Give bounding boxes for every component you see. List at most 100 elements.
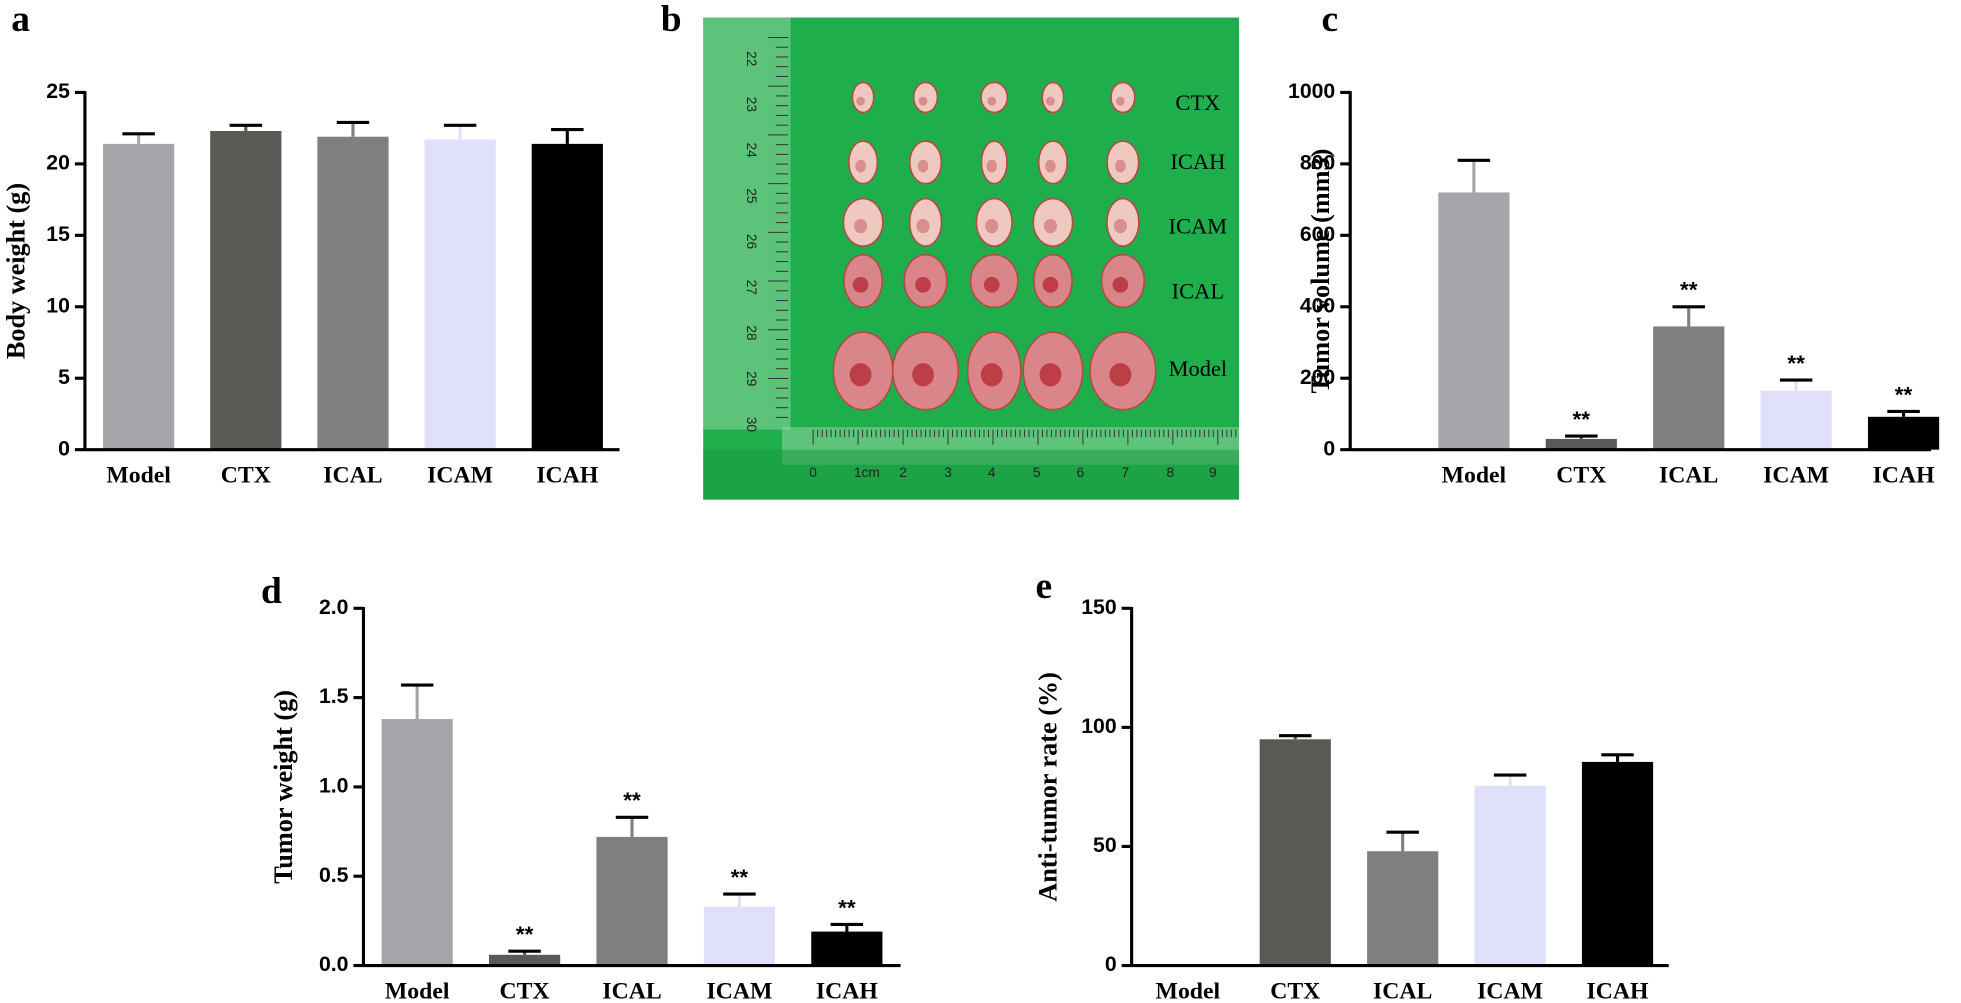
y-tick-label: 0.0: [319, 953, 349, 976]
ruler-label: 3: [944, 465, 952, 480]
tumor-spot: [856, 96, 865, 106]
tumor: [1032, 197, 1074, 247]
bar: [596, 836, 668, 966]
x-tick-label: CTX: [221, 463, 271, 489]
tumor-spot: [916, 218, 930, 234]
ruler-label: 26: [744, 234, 759, 250]
y-tick-label: 600: [1300, 223, 1335, 246]
x-tick-label: ICAM: [427, 463, 493, 489]
y-tick-label: 1.0: [319, 775, 349, 798]
y-tick-label: 25: [46, 80, 70, 103]
bar: [1581, 761, 1654, 966]
tumor: [842, 197, 884, 247]
ruler-label: 9: [1209, 465, 1217, 480]
tumor: [1110, 81, 1136, 114]
ruler-label: 6: [1077, 465, 1085, 480]
bar: [103, 143, 175, 450]
y-tick-label: 10: [46, 294, 70, 317]
ruler-label: 27: [744, 280, 759, 295]
panel-letter: a: [11, 0, 30, 40]
ruler-label: 30: [744, 417, 759, 433]
y-tick-label: 150: [1081, 596, 1116, 619]
tumor: [980, 81, 1009, 114]
tumor-spot: [849, 363, 872, 387]
ruler-label: 25: [744, 188, 759, 204]
tumor-spot: [1043, 218, 1058, 234]
tumor-spot: [1042, 276, 1059, 293]
ruler-label: 7: [1122, 465, 1130, 480]
tumor-spot: [855, 159, 866, 173]
bar: [381, 719, 453, 966]
tumor: [975, 197, 1013, 247]
x-tick-label: ICAL: [1659, 463, 1718, 489]
tumor-spot: [1113, 218, 1127, 234]
significance-label: **: [838, 895, 856, 920]
tumor-spot: [1046, 96, 1055, 106]
y-tick-label: 0.5: [319, 864, 349, 887]
ruler-label: 8: [1167, 465, 1175, 480]
panel-letter: e: [1035, 566, 1052, 607]
photo-background: [703, 17, 1240, 500]
row-label: Model: [1169, 356, 1228, 381]
significance-label: **: [516, 922, 534, 947]
ruler-label: 0: [809, 465, 817, 480]
bar: [1259, 739, 1331, 966]
bar: [1474, 785, 1546, 966]
row-label: CTX: [1175, 90, 1220, 115]
row-label: ICAL: [1172, 279, 1224, 304]
tumor-spot: [917, 159, 929, 173]
tumor-spot: [1039, 363, 1062, 387]
ruler-vertical: [703, 17, 791, 430]
ruler-label: 28: [744, 325, 759, 341]
bar: [488, 954, 561, 966]
bar: [811, 931, 883, 966]
tumor-spot: [985, 218, 999, 234]
y-axis-label: Tumor weight (g): [269, 690, 298, 884]
tumor: [1041, 81, 1065, 114]
x-tick-label: Model: [385, 978, 450, 1003]
tumor-spot: [852, 276, 869, 293]
y-tick-label: 100: [1081, 715, 1116, 738]
y-tick-label: 400: [1300, 294, 1335, 317]
tumor-spot: [986, 159, 997, 173]
x-tick-label: ICAM: [1477, 978, 1543, 1003]
y-tick-label: 2.0: [319, 596, 349, 619]
y-tick-label: 20: [46, 151, 70, 174]
y-tick-label: 50: [1093, 834, 1117, 857]
x-tick-label: ICAH: [1587, 978, 1649, 1003]
significance-label: **: [1787, 351, 1805, 376]
tumor: [1037, 140, 1068, 185]
significance-label: **: [1895, 382, 1913, 407]
ruler-label: 29: [744, 371, 759, 386]
bar: [1367, 851, 1439, 966]
x-tick-label: ICAH: [536, 463, 598, 489]
row-label: ICAM: [1168, 214, 1227, 239]
tumor-spot: [980, 363, 1003, 387]
bar: [1545, 438, 1617, 450]
tumor: [909, 140, 943, 185]
bar: [531, 143, 603, 450]
y-axis-label: Body weight (g): [2, 183, 31, 359]
ruler-label: 4: [988, 465, 996, 480]
significance-label: **: [623, 788, 641, 813]
x-tick-label: ICAL: [602, 978, 661, 1003]
x-tick-label: Model: [1156, 978, 1221, 1003]
tumor: [1106, 197, 1140, 247]
panel-letter: b: [661, 0, 682, 40]
tumor: [848, 140, 879, 185]
ruler-label: 23: [744, 97, 759, 113]
tumor-spot: [1116, 96, 1125, 106]
y-axis-label: Anti-tumor rate (%): [1033, 672, 1062, 902]
tumor-spot: [1112, 276, 1129, 293]
y-tick-label: 0: [1105, 953, 1117, 976]
tumor-spot: [1109, 363, 1132, 387]
bar: [1653, 326, 1725, 450]
y-axis-label: Tumor volume (mm3): [1306, 149, 1335, 394]
x-tick-label: ICAL: [1373, 978, 1432, 1003]
x-tick-label: ICAM: [1763, 463, 1829, 489]
significance-label: **: [1573, 407, 1591, 432]
y-tick-label: 800: [1300, 151, 1335, 174]
tumor-spot: [915, 276, 931, 293]
x-tick-label: ICAH: [816, 978, 878, 1003]
panel-letter: d: [261, 571, 282, 612]
